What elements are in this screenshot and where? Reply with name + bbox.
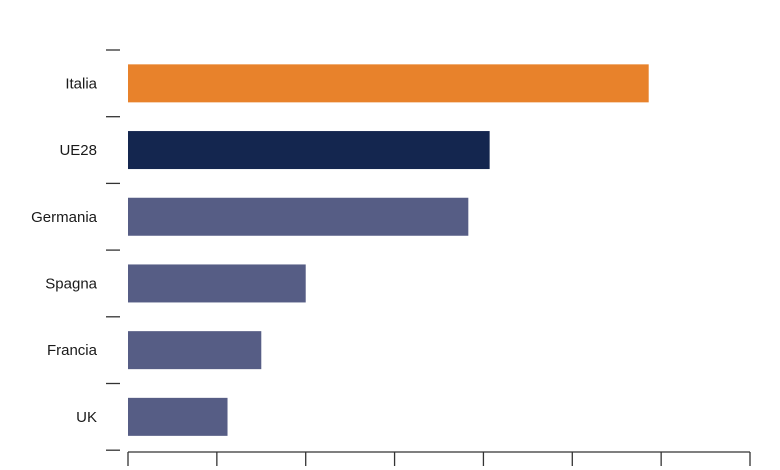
category-labels-group: Italia UE28 Germania Spagna Francia UK — [31, 75, 98, 426]
bar-francia — [128, 331, 262, 370]
bar-spagna — [128, 264, 306, 303]
category-label-francia: Francia — [47, 342, 98, 359]
category-label-uk: UK — [76, 409, 97, 426]
bar-italia — [128, 64, 649, 103]
category-label-germania: Germania — [31, 209, 98, 226]
y-axis-separators — [106, 49, 120, 451]
bar-germania — [128, 197, 469, 236]
x-axis — [127, 451, 751, 466]
category-label-ue28: UE28 — [59, 142, 97, 159]
category-label-italia: Italia — [65, 75, 97, 92]
category-label-spagna: Spagna — [45, 275, 97, 292]
bar-ue28 — [128, 131, 490, 170]
bars-group — [128, 64, 649, 436]
bar-uk — [128, 397, 228, 436]
